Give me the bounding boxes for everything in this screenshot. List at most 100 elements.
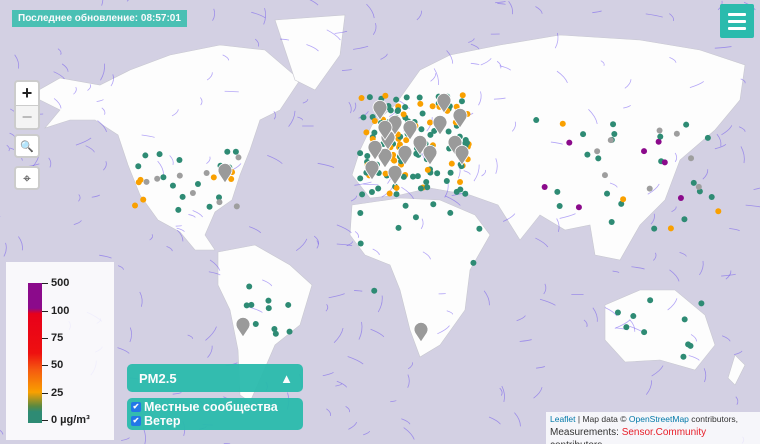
sensor-dot[interactable] xyxy=(417,100,424,107)
sensor-dot[interactable] xyxy=(189,189,196,196)
sensor-dot[interactable] xyxy=(286,328,293,335)
sensor-dot[interactable] xyxy=(429,103,436,110)
sensor-dot[interactable] xyxy=(604,190,611,197)
osm-link[interactable]: OpenStreetMap xyxy=(628,414,689,424)
sensor-dot[interactable] xyxy=(434,170,441,177)
sensor-dot[interactable] xyxy=(445,128,452,135)
sensor-dot[interactable] xyxy=(375,185,382,192)
sensor-dot[interactable] xyxy=(424,184,431,191)
sensor-dot[interactable] xyxy=(371,117,378,124)
community-marker[interactable] xyxy=(422,144,438,166)
sensor-dot[interactable] xyxy=(358,94,365,101)
locate-button[interactable]: ⌖ xyxy=(14,166,40,190)
sensor-dot[interactable] xyxy=(698,300,705,307)
sensor-dot[interactable] xyxy=(252,320,259,327)
sensor-dot[interactable] xyxy=(661,159,668,166)
sensor-dot[interactable] xyxy=(681,316,688,323)
sensor-dot[interactable] xyxy=(393,96,400,103)
sensor-dot[interactable] xyxy=(656,127,663,134)
sensor-dot[interactable] xyxy=(610,121,617,128)
sensor-dot[interactable] xyxy=(566,139,573,146)
sensor-dot[interactable] xyxy=(715,208,722,215)
sensor-dot[interactable] xyxy=(423,178,430,185)
sensor-dot[interactable] xyxy=(623,324,630,331)
sensor-dot[interactable] xyxy=(364,152,371,159)
sensor-dot[interactable] xyxy=(215,194,222,201)
community-marker[interactable] xyxy=(436,92,452,114)
community-marker[interactable] xyxy=(377,147,393,169)
sensor-dot[interactable] xyxy=(246,283,253,290)
sensor-dot[interactable] xyxy=(400,111,407,118)
sensor-dot[interactable] xyxy=(224,148,231,155)
sensor-dot[interactable] xyxy=(357,150,364,157)
sensor-dot[interactable] xyxy=(690,179,697,186)
sensor-dot[interactable] xyxy=(360,114,367,121)
community-marker[interactable] xyxy=(447,134,463,156)
sensor-dot[interactable] xyxy=(457,178,464,185)
sensor-dot[interactable] xyxy=(137,176,144,183)
sensor-dot[interactable] xyxy=(176,156,183,163)
community-marker[interactable] xyxy=(367,139,383,161)
community-marker[interactable] xyxy=(387,164,403,186)
sensor-dot[interactable] xyxy=(541,183,548,190)
sensor-dot[interactable] xyxy=(448,160,455,167)
sensor-dot[interactable] xyxy=(695,183,702,190)
sensor-dot[interactable] xyxy=(416,94,423,101)
sensor-dot[interactable] xyxy=(646,185,653,192)
sensor-dot[interactable] xyxy=(424,166,431,173)
sensor-dot[interactable] xyxy=(395,224,402,231)
sensor-dot[interactable] xyxy=(156,151,163,158)
sensor-dot[interactable] xyxy=(688,155,695,162)
sensor-dot[interactable] xyxy=(194,180,201,187)
sensor-dot[interactable] xyxy=(476,225,483,232)
sensor-dot[interactable] xyxy=(203,170,210,177)
sensor-dot[interactable] xyxy=(647,297,654,304)
sensor-dot[interactable] xyxy=(371,287,378,294)
sensor-dot[interactable] xyxy=(357,210,364,217)
sensor-dot[interactable] xyxy=(402,202,409,209)
sensor-dot[interactable] xyxy=(160,174,167,181)
sensor-dot[interactable] xyxy=(447,169,454,176)
sensor-dot[interactable] xyxy=(620,196,627,203)
sensor-dot[interactable] xyxy=(458,98,465,105)
sensor-dot[interactable] xyxy=(575,204,582,211)
sensor-dot[interactable] xyxy=(235,154,242,161)
sensor-dot[interactable] xyxy=(143,178,150,185)
sensor-dot[interactable] xyxy=(607,137,614,144)
sensor-dot[interactable] xyxy=(272,330,279,337)
sensor-dot[interactable] xyxy=(402,104,409,111)
layer-toggle-communities[interactable]: ✔ Местные сообщества xyxy=(131,400,278,414)
sensor-dot[interactable] xyxy=(363,129,370,136)
sensor-dot[interactable] xyxy=(559,120,566,127)
sensor-dot[interactable] xyxy=(210,174,217,181)
sensor-dot[interactable] xyxy=(584,151,591,158)
menu-button[interactable] xyxy=(720,4,754,38)
community-marker[interactable] xyxy=(397,144,413,166)
sensor-dot[interactable] xyxy=(459,92,466,99)
community-marker[interactable] xyxy=(235,316,251,338)
sensor-dot[interactable] xyxy=(657,133,664,140)
sensor-dot[interactable] xyxy=(265,305,272,312)
checkbox-checked-icon[interactable]: ✔ xyxy=(131,416,141,426)
checkbox-checked-icon[interactable]: ✔ xyxy=(131,402,141,412)
community-marker[interactable] xyxy=(413,321,429,343)
community-marker[interactable] xyxy=(432,114,448,136)
sensor-dot[interactable] xyxy=(457,186,464,193)
sensor-dot[interactable] xyxy=(651,225,658,232)
sensor-dot[interactable] xyxy=(394,107,401,114)
zoom-in-button[interactable]: + xyxy=(21,83,33,103)
sensor-dot[interactable] xyxy=(403,137,410,144)
sensor-dot[interactable] xyxy=(271,326,278,333)
sensor-dot[interactable] xyxy=(366,94,373,101)
sensor-dot[interactable] xyxy=(400,173,407,180)
sensor-dot[interactable] xyxy=(140,196,147,203)
sensor-dot[interactable] xyxy=(419,110,426,117)
sensor-dot[interactable] xyxy=(681,216,688,223)
sensor-dot[interactable] xyxy=(618,200,625,207)
sensor-dot[interactable] xyxy=(179,193,186,200)
community-marker[interactable] xyxy=(364,159,380,181)
sensor-dot[interactable] xyxy=(685,341,692,348)
sensor-dot[interactable] xyxy=(430,201,437,208)
sensor-dot[interactable] xyxy=(611,130,618,137)
layer-toggle-wind[interactable]: ✔ Ветер xyxy=(131,414,181,428)
